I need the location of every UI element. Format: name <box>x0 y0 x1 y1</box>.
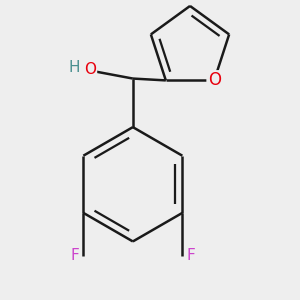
Text: H: H <box>69 60 80 75</box>
Text: O: O <box>208 71 221 89</box>
Text: F: F <box>70 248 79 263</box>
Text: O: O <box>84 62 96 77</box>
Text: F: F <box>187 248 195 263</box>
